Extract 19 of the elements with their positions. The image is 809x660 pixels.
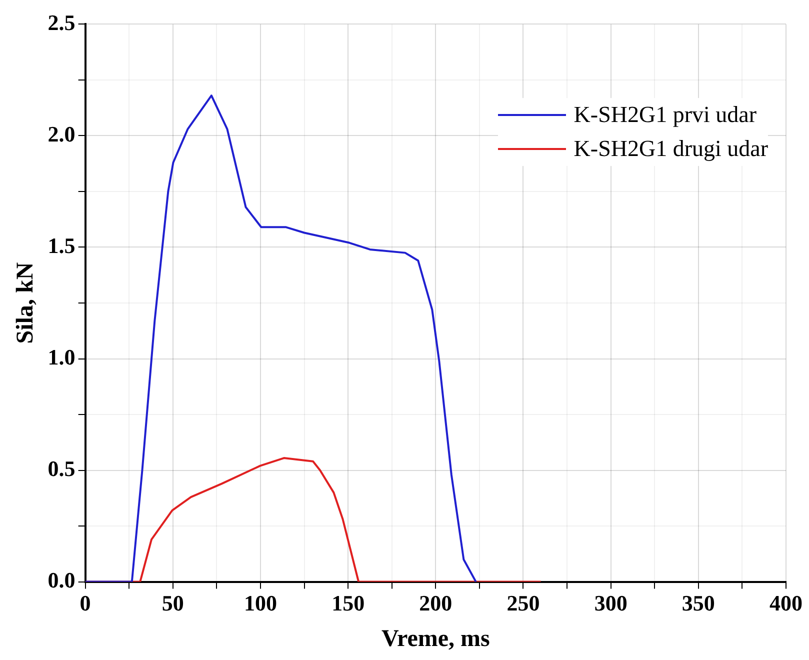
- y-tick-label: 0.0: [48, 567, 76, 592]
- x-tick-label: 400: [770, 590, 802, 616]
- x-tick-label: 0: [80, 590, 91, 616]
- x-tick-label: 350: [682, 590, 715, 616]
- y-tick-label: 1.5: [48, 232, 76, 258]
- x-axis-title: Vreme, ms: [381, 626, 490, 652]
- x-tick-label: 200: [419, 590, 452, 616]
- y-tick-label: 0.5: [48, 456, 76, 481]
- y-tick-label: 2.0: [48, 121, 76, 146]
- x-tick-label: 250: [506, 590, 540, 616]
- x-tick-label: 300: [594, 590, 628, 616]
- y-axis-title: Sila, kN: [12, 262, 39, 344]
- x-tick-label: 150: [332, 590, 365, 616]
- x-tick-label: 50: [162, 590, 184, 616]
- x-tick-label: 100: [244, 590, 277, 616]
- y-tick-label: 1.0: [48, 344, 76, 370]
- legend-label: K-SH2G1 drugi udar: [574, 135, 768, 163]
- y-tick-label: 2.5: [48, 10, 76, 35]
- legend-label: K-SH2G1 prvi udar: [574, 101, 756, 129]
